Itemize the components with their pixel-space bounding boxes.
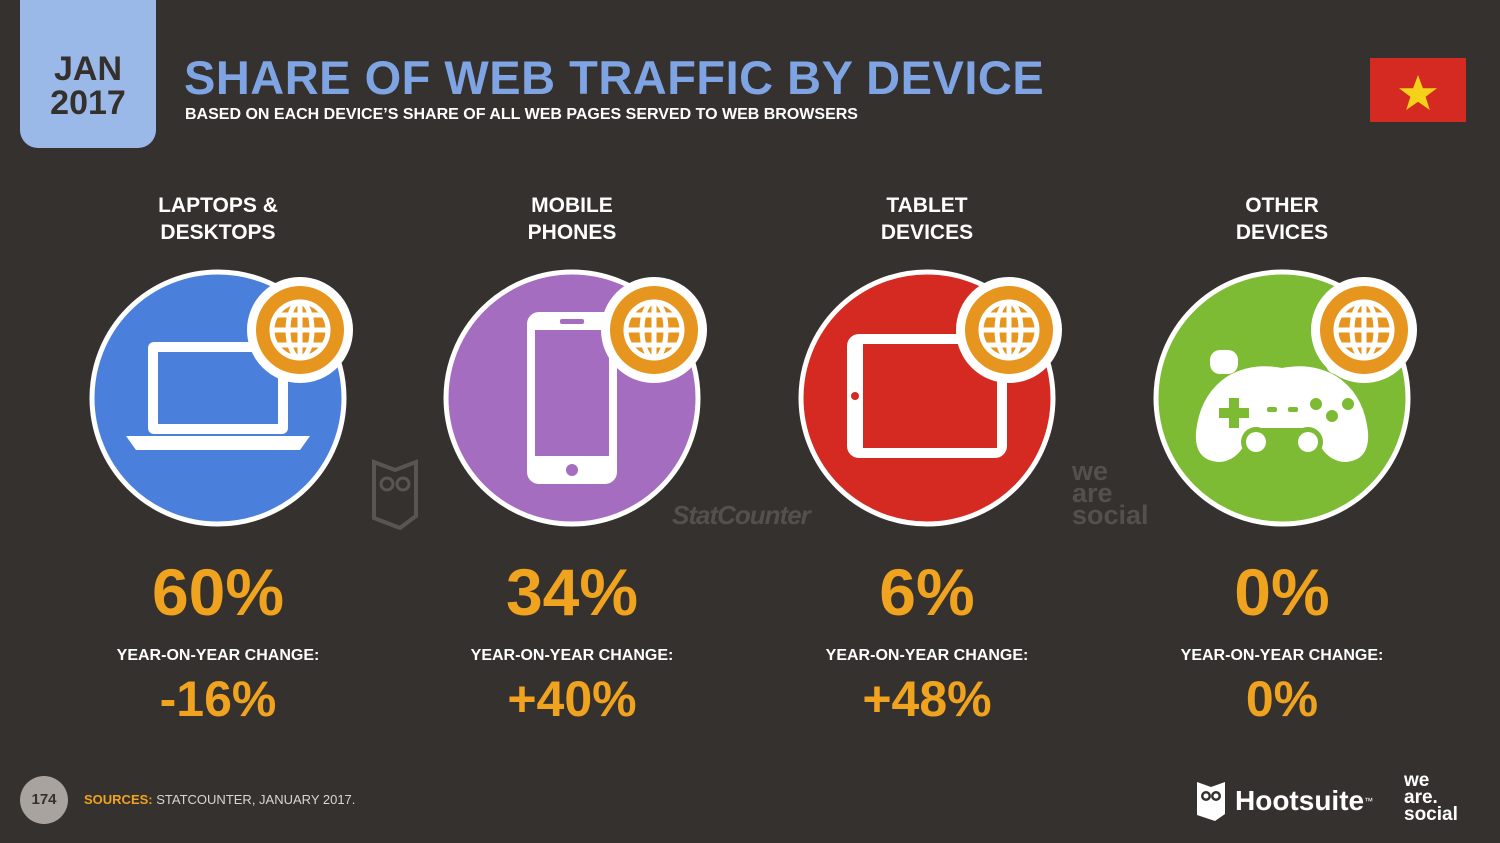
we-are-social-logo: we are. social [1404, 770, 1458, 825]
yoy-label: YEAR-ON-YEAR CHANGE: [470, 647, 674, 664]
category-label: LAPTOPS & DESKTOPS [158, 194, 278, 244]
sources-text: STATCOUNTER, JANUARY 2017. [156, 792, 356, 807]
yoy-value: +48% [862, 671, 992, 727]
yoy-value: -16% [159, 671, 277, 727]
hootsuite-logo: Hootsuite ™ [1195, 778, 1373, 824]
we-are-social-watermark: we are social [1072, 456, 1149, 530]
device-column-mobile: MOBILE PHONES 34% [422, 192, 722, 727]
smartphone-icon [527, 312, 617, 484]
globe-icon [956, 277, 1062, 383]
globe-icon [1311, 277, 1417, 383]
category-label: TABLET DEVICES [880, 194, 974, 244]
vietnam-flag-icon [1370, 58, 1466, 122]
yoy-value: 0% [1245, 671, 1319, 727]
page-number-badge: 174 [20, 776, 68, 824]
yoy-value: +40% [507, 671, 637, 727]
yoy-label: YEAR-ON-YEAR CHANGE: [825, 647, 1029, 664]
device-column-laptops: LAPTOPS & DESKTOPS 60% YEAR [68, 192, 368, 727]
sources-label: SOURCES: [84, 792, 153, 807]
hootsuite-wordmark: Hootsuite [1235, 785, 1365, 816]
page-title: SHARE OF WEB TRAFFIC BY DEVICE [184, 51, 1045, 104]
device-icon-group [68, 264, 368, 534]
globe-icon [247, 277, 353, 383]
device-column-other: OTHER DEVICES [1132, 192, 1432, 727]
share-value: 60% [151, 555, 285, 629]
date-month: JAN [53, 50, 123, 88]
date-year: 2017 [50, 84, 126, 122]
globe-icon [601, 277, 707, 383]
category-label: MOBILE PHONES [527, 194, 617, 244]
yoy-label: YEAR-ON-YEAR CHANGE: [1180, 647, 1384, 664]
sources-note: SOURCES: STATCOUNTER, JANUARY 2017. [84, 792, 355, 807]
yoy-label: YEAR-ON-YEAR CHANGE: [116, 647, 320, 664]
hootsuite-owl-icon [1197, 782, 1225, 821]
share-value: 34% [505, 555, 639, 629]
date-tab: JAN 2017 [20, 0, 156, 148]
device-icon-group [422, 264, 722, 534]
hootsuite-owl-watermark-icon [370, 458, 420, 535]
laptop-icon [126, 342, 310, 450]
share-value: 6% [879, 555, 975, 629]
page-subtitle: BASED ON EACH DEVICE’S SHARE OF ALL WEB … [185, 106, 858, 123]
device-icon-group [1132, 264, 1432, 534]
hootsuite-trademark: ™ [1364, 796, 1374, 806]
share-value: 0% [1234, 555, 1330, 629]
statcounter-watermark: StatCounter [672, 500, 811, 530]
category-label: OTHER DEVICES [1235, 194, 1329, 244]
device-column-tablet: TABLET DEVICES 6% YEAR-ON-Y [777, 192, 1077, 727]
device-icon-group [777, 264, 1077, 534]
